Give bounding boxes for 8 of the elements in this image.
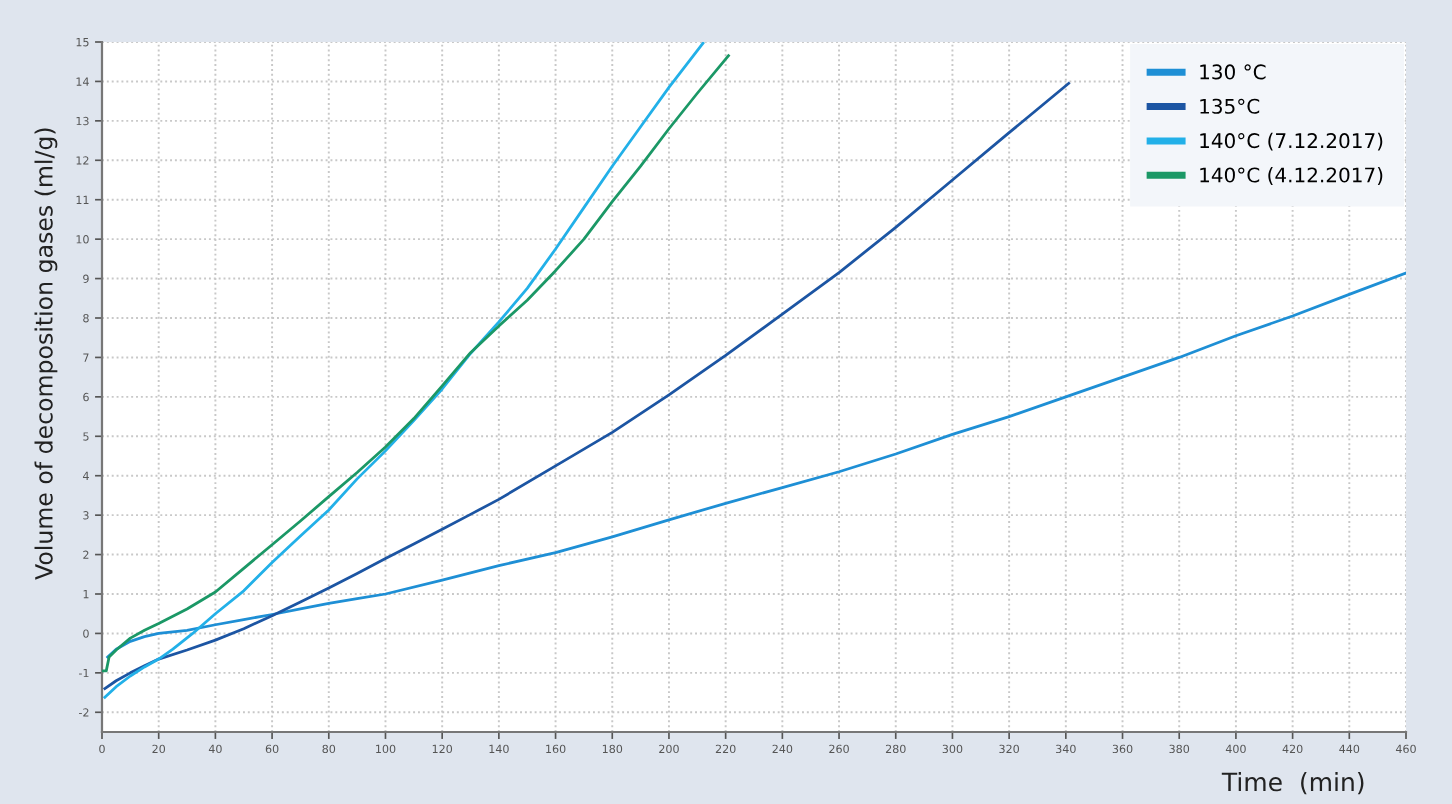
line-series xyxy=(103,82,1071,691)
y-axis-title: Volume of decomposition gases (ml/g) xyxy=(34,128,58,580)
legend-label: 135°C xyxy=(1200,98,1260,114)
legend-label: 130 °C xyxy=(1200,64,1266,80)
legend-label: 140°C (7.12.2017) xyxy=(1200,132,1383,151)
line-series xyxy=(106,271,1406,659)
legend-label: 140°C (4.12.2017) xyxy=(1200,167,1383,185)
x-axis-title: Time (min) xyxy=(1221,772,1364,795)
